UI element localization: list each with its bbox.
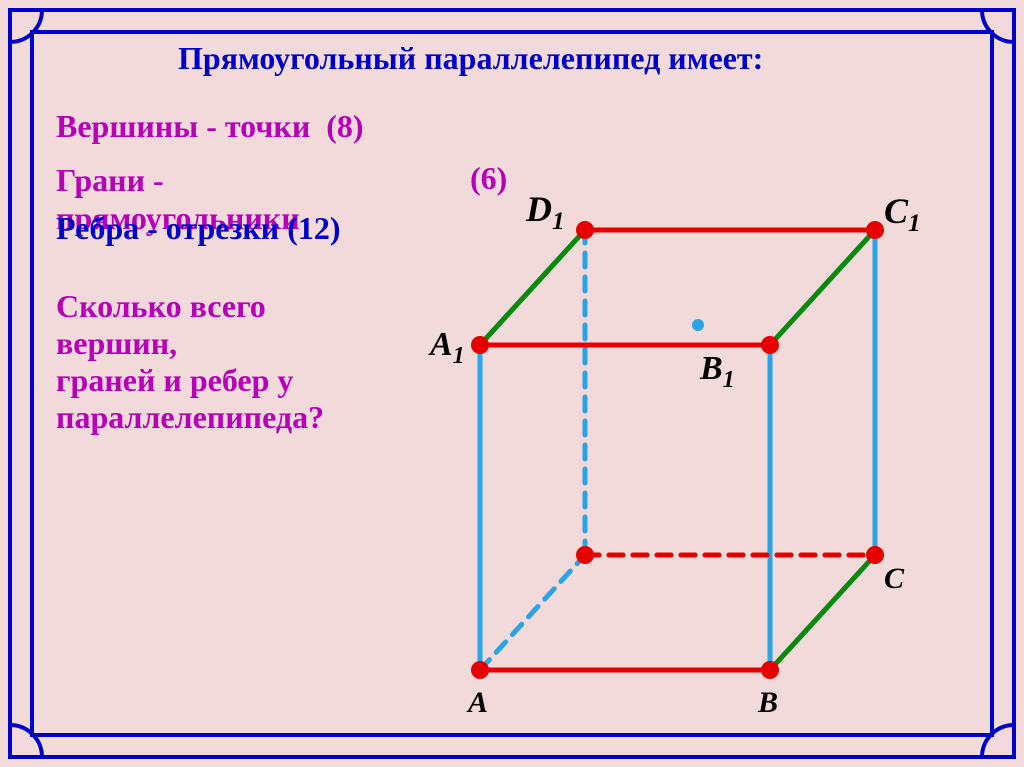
- vertex-label-A1: A1: [430, 326, 465, 370]
- vertex-label-B1: B1: [700, 350, 735, 394]
- vertex-label-B: B: [758, 686, 778, 720]
- slide: Прямоугольный параллелепипед имеет:Верши…: [0, 0, 1024, 767]
- vertex-label-A: A: [468, 686, 488, 720]
- vertex-label-C: C: [884, 562, 904, 596]
- vertex-label-C1: C1: [884, 190, 921, 238]
- vertex-label-D1: D1: [526, 188, 565, 236]
- cuboid-diagram: [0, 0, 1024, 767]
